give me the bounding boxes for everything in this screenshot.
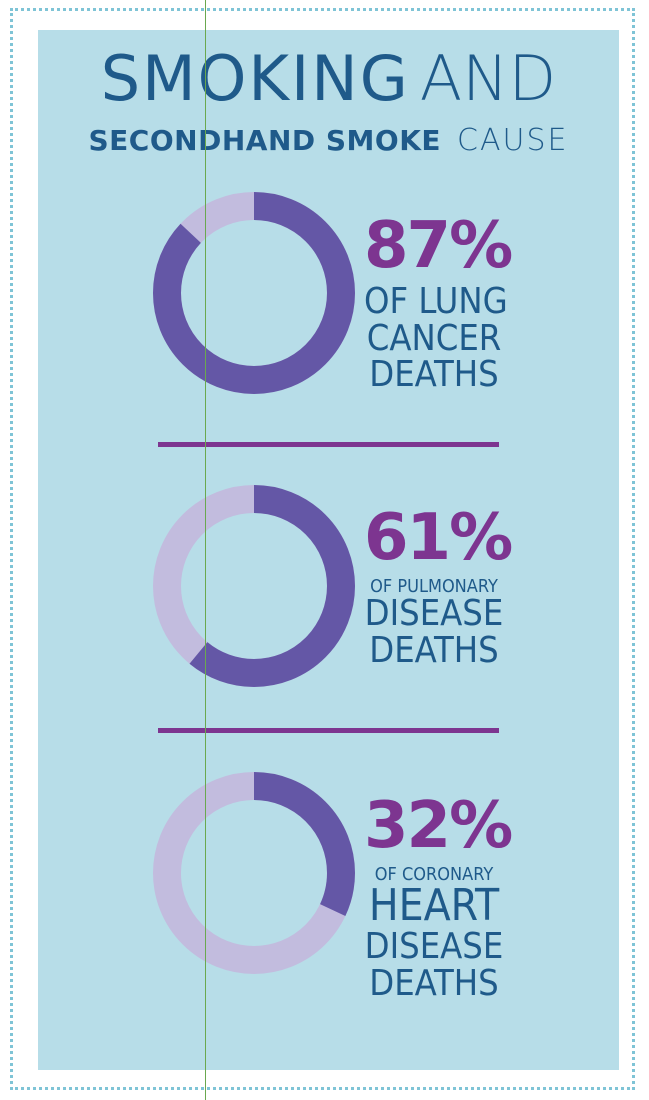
stat-coronary: 32% OF CORONARY HEART DISEASE DEATHS bbox=[364, 789, 513, 1004]
desc-line-3: DISEASE bbox=[364, 926, 504, 968]
desc-line-2: HEART bbox=[368, 880, 500, 932]
divider-2 bbox=[158, 728, 499, 733]
divider-1 bbox=[158, 442, 499, 447]
donut-chart-coronary bbox=[153, 772, 355, 974]
donut-value-arc bbox=[153, 192, 355, 394]
donut-value-arc bbox=[153, 485, 355, 687]
stat-pulmonary: 61% OF PULMONARY DISEASE DEATHS bbox=[364, 501, 513, 672]
title-line-2: SECONDHAND SMOKE CAUSE bbox=[38, 126, 619, 156]
desc-line-1: OF PULMONARY bbox=[370, 576, 498, 597]
percent-label: 61% bbox=[364, 501, 513, 575]
desc-line-2: DISEASE bbox=[364, 593, 504, 635]
percent-label: 87% bbox=[364, 209, 513, 283]
desc-line-4: DEATHS bbox=[369, 962, 499, 1004]
desc-line-1: OF LUNG bbox=[364, 281, 508, 322]
title-secondhand-smoke: SECONDHAND SMOKE bbox=[88, 124, 442, 157]
donut-chart-lung-cancer bbox=[153, 192, 355, 394]
desc-line-3: DEATHS bbox=[369, 630, 499, 672]
title-cause: CAUSE bbox=[457, 123, 569, 158]
title-and: AND bbox=[419, 42, 557, 115]
title-smoking: SMOKING bbox=[100, 42, 410, 115]
desc-line-3: DEATHS bbox=[369, 354, 499, 396]
stat-lung-cancer: 87% OF LUNG CANCER DEATHS bbox=[364, 209, 513, 396]
percent-label: 32% bbox=[364, 789, 513, 863]
dotted-border bbox=[10, 8, 635, 1090]
desc-line-2: CANCER bbox=[366, 317, 502, 359]
guide-line bbox=[205, 0, 206, 1100]
desc-line-1: OF CORONARY bbox=[374, 864, 494, 885]
donut-chart-pulmonary bbox=[153, 485, 355, 687]
donut-value-arc bbox=[153, 772, 355, 974]
title-line-1: SMOKING AND bbox=[38, 48, 619, 110]
